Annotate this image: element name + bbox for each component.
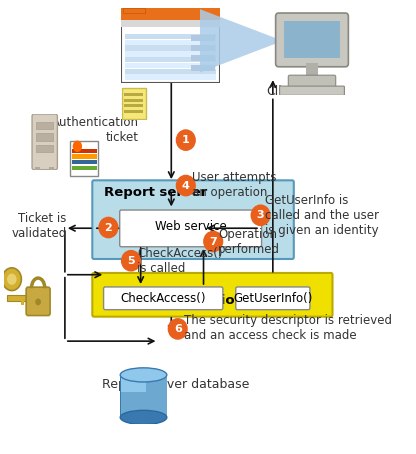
- FancyBboxPatch shape: [26, 287, 50, 316]
- Bar: [125, 63, 216, 68]
- Bar: [284, 21, 340, 59]
- Bar: [120, 115, 121, 118]
- FancyBboxPatch shape: [120, 210, 262, 247]
- Bar: [72, 154, 97, 158]
- Circle shape: [122, 251, 140, 271]
- Text: Client: Client: [266, 85, 302, 98]
- Bar: [36, 145, 53, 152]
- Bar: [36, 122, 53, 129]
- Polygon shape: [200, 9, 283, 73]
- Bar: [21, 300, 24, 305]
- Bar: [121, 88, 146, 118]
- Text: Authentication
ticket: Authentication ticket: [52, 116, 139, 143]
- Bar: [191, 35, 215, 41]
- Bar: [123, 8, 145, 13]
- Circle shape: [169, 319, 187, 339]
- Bar: [72, 160, 97, 164]
- FancyBboxPatch shape: [32, 114, 57, 170]
- Text: 6: 6: [174, 324, 182, 334]
- Bar: [125, 39, 216, 45]
- Ellipse shape: [120, 410, 167, 424]
- Bar: [35, 167, 40, 170]
- Text: Report server database: Report server database: [102, 378, 250, 391]
- Bar: [124, 99, 143, 102]
- Bar: [120, 110, 121, 114]
- Bar: [124, 104, 143, 108]
- FancyBboxPatch shape: [288, 75, 336, 89]
- Bar: [191, 45, 215, 51]
- Circle shape: [252, 206, 270, 225]
- Bar: [124, 110, 143, 113]
- Bar: [125, 45, 216, 51]
- Text: CheckAccess(): CheckAccess(): [121, 292, 206, 305]
- Circle shape: [99, 218, 117, 237]
- Bar: [72, 166, 97, 170]
- Bar: [125, 69, 216, 74]
- Bar: [30, 300, 34, 305]
- Bar: [120, 100, 121, 104]
- Text: 4: 4: [182, 181, 190, 191]
- Text: Report server: Report server: [104, 186, 207, 198]
- Text: Ticket is
validated: Ticket is validated: [11, 212, 67, 240]
- Ellipse shape: [120, 368, 167, 382]
- Circle shape: [177, 130, 195, 150]
- Bar: [120, 375, 167, 417]
- Circle shape: [204, 232, 222, 252]
- Circle shape: [7, 273, 17, 285]
- Text: GetUserInfo is
called and the user
is given an identity: GetUserInfo is called and the user is gi…: [265, 194, 379, 237]
- Bar: [191, 55, 215, 61]
- Text: GetUserInfo(): GetUserInfo(): [233, 292, 312, 305]
- Bar: [120, 105, 121, 109]
- Circle shape: [2, 268, 21, 291]
- Bar: [120, 90, 121, 93]
- Text: Web service: Web service: [155, 220, 226, 233]
- FancyBboxPatch shape: [92, 180, 294, 259]
- FancyBboxPatch shape: [280, 86, 344, 95]
- Circle shape: [177, 176, 195, 195]
- FancyBboxPatch shape: [276, 13, 348, 67]
- Bar: [125, 51, 216, 56]
- Text: 1: 1: [182, 135, 190, 145]
- Text: The security descriptor is retrieved
and an access check is made: The security descriptor is retrieved and…: [184, 314, 392, 342]
- Text: CheckAccess()
is called: CheckAccess() is called: [137, 247, 223, 275]
- Text: User attempts
an operation: User attempts an operation: [192, 171, 277, 198]
- Bar: [7, 295, 32, 301]
- FancyBboxPatch shape: [236, 287, 310, 310]
- Bar: [36, 133, 53, 141]
- Bar: [26, 305, 29, 309]
- Bar: [49, 167, 54, 170]
- Bar: [120, 374, 146, 392]
- Text: Operation
performed: Operation performed: [218, 227, 280, 256]
- Bar: [120, 95, 121, 98]
- Bar: [125, 57, 216, 62]
- Circle shape: [35, 299, 41, 305]
- Text: 5: 5: [127, 256, 135, 266]
- Text: 2: 2: [104, 222, 112, 232]
- Bar: [120, 375, 121, 417]
- Bar: [121, 20, 220, 27]
- Bar: [306, 64, 318, 77]
- Bar: [166, 375, 167, 417]
- Text: 7: 7: [209, 237, 217, 247]
- FancyBboxPatch shape: [104, 287, 223, 310]
- Bar: [125, 74, 216, 79]
- Text: Security extension: Security extension: [104, 294, 244, 307]
- Bar: [191, 64, 215, 71]
- Text: 3: 3: [257, 210, 265, 220]
- Bar: [72, 148, 97, 153]
- Circle shape: [73, 141, 82, 152]
- FancyBboxPatch shape: [92, 273, 332, 317]
- Bar: [121, 8, 220, 20]
- Bar: [125, 34, 216, 39]
- Bar: [124, 93, 143, 96]
